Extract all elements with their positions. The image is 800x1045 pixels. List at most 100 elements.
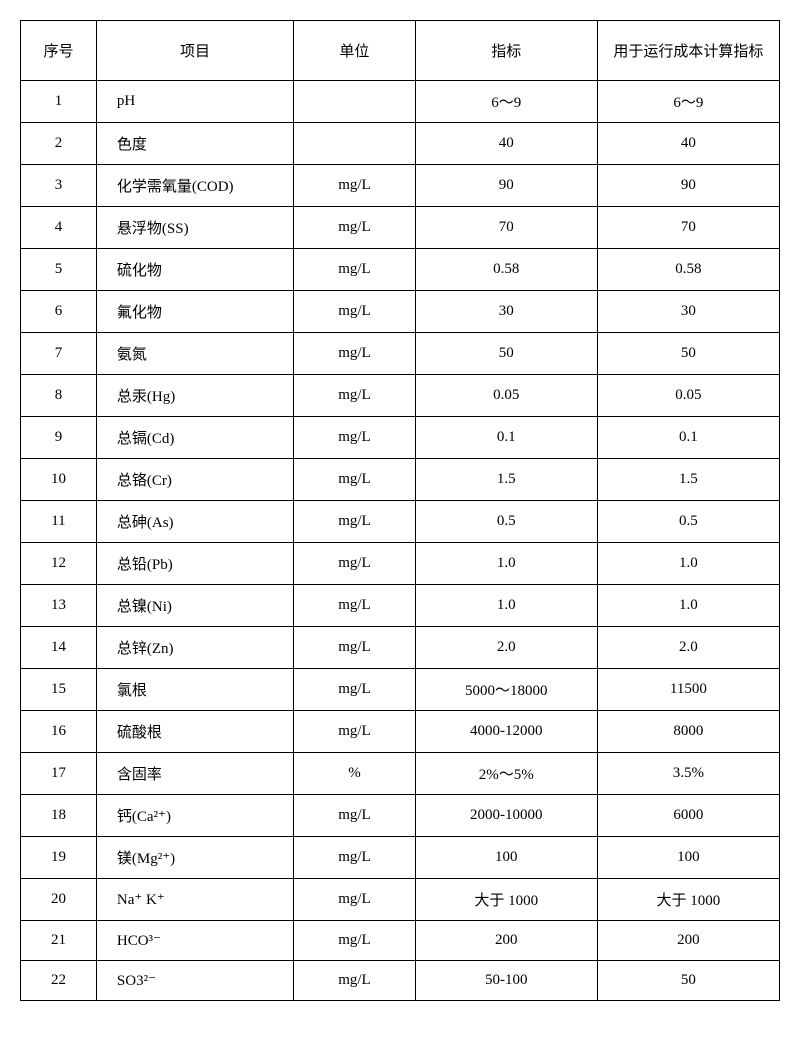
cell-cost: 200 [597,921,779,961]
cell-item: SO3²⁻ [96,961,293,1001]
cell-unit: mg/L [294,333,415,375]
table-row: 14总锌(Zn)mg/L2.02.0 [21,627,780,669]
header-unit: 单位 [294,21,415,81]
cell-indicator: 0.58 [415,249,597,291]
cell-indicator: 1.0 [415,585,597,627]
table-row: 13总镍(Ni)mg/L1.01.0 [21,585,780,627]
cell-unit: mg/L [294,961,415,1001]
cell-cost: 0.58 [597,249,779,291]
cell-seq: 14 [21,627,97,669]
cell-item: 色度 [96,123,293,165]
cell-indicator: 100 [415,837,597,879]
cell-cost: 8000 [597,711,779,753]
table-header-row: 序号 项目 单位 指标 用于运行成本计算指标 [21,21,780,81]
table-row: 1pH6～96～9 [21,81,780,123]
cell-item: 总镍(Ni) [96,585,293,627]
table-row: 20Na⁺ K⁺mg/L大于 1000大于 1000 [21,879,780,921]
cell-seq: 20 [21,879,97,921]
cell-item: 镁(Mg²⁺) [96,837,293,879]
header-cost: 用于运行成本计算指标 [597,21,779,81]
cell-indicator: 1.0 [415,543,597,585]
cell-cost: 30 [597,291,779,333]
cell-indicator: 1.5 [415,459,597,501]
cell-unit: mg/L [294,417,415,459]
cell-unit: mg/L [294,627,415,669]
cell-item: pH [96,81,293,123]
cell-cost: 1.0 [597,543,779,585]
cell-item: 总汞(Hg) [96,375,293,417]
cell-indicator: 200 [415,921,597,961]
cell-unit: mg/L [294,249,415,291]
cell-indicator: 2.0 [415,627,597,669]
cell-cost: 3.5% [597,753,779,795]
cell-indicator: 大于 1000 [415,879,597,921]
cell-indicator: 4000-12000 [415,711,597,753]
cell-item: 硫化物 [96,249,293,291]
cell-item: HCO³⁻ [96,921,293,961]
cell-seq: 19 [21,837,97,879]
cell-indicator: 40 [415,123,597,165]
cell-seq: 1 [21,81,97,123]
cell-unit [294,81,415,123]
cell-seq: 18 [21,795,97,837]
table-row: 11总砷(As)mg/L0.50.5 [21,501,780,543]
cell-indicator: 5000～18000 [415,669,597,711]
cell-cost: 2.0 [597,627,779,669]
cell-item: 氨氮 [96,333,293,375]
cell-seq: 16 [21,711,97,753]
table-row: 5硫化物mg/L0.580.58 [21,249,780,291]
header-item: 项目 [96,21,293,81]
table-row: 3化学需氧量(COD)mg/L9090 [21,165,780,207]
table-row: 7氨氮mg/L5050 [21,333,780,375]
cell-item: 硫酸根 [96,711,293,753]
cell-cost: 大于 1000 [597,879,779,921]
cell-seq: 7 [21,333,97,375]
cell-indicator: 2000-10000 [415,795,597,837]
cell-seq: 10 [21,459,97,501]
cell-unit: mg/L [294,291,415,333]
cell-item: 氯根 [96,669,293,711]
cell-seq: 5 [21,249,97,291]
cell-unit: mg/L [294,585,415,627]
cell-item: 钙(Ca²⁺) [96,795,293,837]
cell-unit: mg/L [294,921,415,961]
cell-cost: 1.0 [597,585,779,627]
cell-unit: mg/L [294,375,415,417]
table-row: 17含固率%2%～5%3.5% [21,753,780,795]
table-row: 16硫酸根mg/L4000-120008000 [21,711,780,753]
cell-unit: mg/L [294,543,415,585]
cell-item: 总铬(Cr) [96,459,293,501]
cell-seq: 6 [21,291,97,333]
cell-indicator: 0.05 [415,375,597,417]
cell-item: 悬浮物(SS) [96,207,293,249]
cell-unit: mg/L [294,837,415,879]
cell-seq: 9 [21,417,97,459]
cell-item: 总砷(As) [96,501,293,543]
table-body: 1pH6～96～92色度40403化学需氧量(COD)mg/L90904悬浮物(… [21,81,780,1001]
cell-seq: 3 [21,165,97,207]
cell-seq: 2 [21,123,97,165]
cell-seq: 4 [21,207,97,249]
cell-unit [294,123,415,165]
cell-indicator: 2%～5% [415,753,597,795]
table-row: 22SO3²⁻mg/L50-10050 [21,961,780,1001]
cell-unit: mg/L [294,711,415,753]
cell-seq: 13 [21,585,97,627]
cell-item: 总镉(Cd) [96,417,293,459]
cell-cost: 90 [597,165,779,207]
table-row: 21HCO³⁻mg/L200200 [21,921,780,961]
cell-unit: mg/L [294,165,415,207]
cell-indicator: 6～9 [415,81,597,123]
cell-cost: 70 [597,207,779,249]
cell-item: 总锌(Zn) [96,627,293,669]
table-row: 6氟化物mg/L3030 [21,291,780,333]
cell-indicator: 70 [415,207,597,249]
cell-seq: 8 [21,375,97,417]
header-indicator: 指标 [415,21,597,81]
cell-cost: 40 [597,123,779,165]
cell-cost: 100 [597,837,779,879]
cell-indicator: 0.1 [415,417,597,459]
cell-cost: 0.5 [597,501,779,543]
cell-seq: 17 [21,753,97,795]
cell-item: 化学需氧量(COD) [96,165,293,207]
